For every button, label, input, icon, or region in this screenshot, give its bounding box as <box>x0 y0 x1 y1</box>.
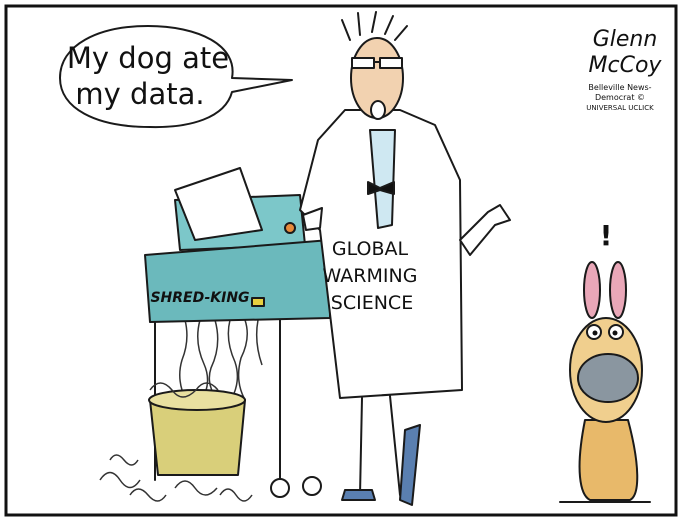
scientist: GLOBAL WARMING SCIENCE <box>299 11 511 506</box>
shreds <box>179 319 263 401</box>
dog: ! <box>559 219 651 503</box>
speech-line: My dog ate <box>67 41 229 75</box>
exclamation: ! <box>600 219 613 252</box>
coat-line: SCIENCE <box>331 292 413 314</box>
signature-line: Belleville News- <box>588 83 651 92</box>
signature: Glenn McCoy Belleville News- Democrat © … <box>586 27 662 112</box>
signature-line: McCoy <box>589 53 663 78</box>
waste-basket <box>148 389 246 476</box>
floor-shreds <box>99 382 253 502</box>
signature-line: UNIVERSAL UCLICK <box>586 104 654 112</box>
speech-line: my data. <box>75 77 204 111</box>
signature-line: Glenn <box>593 27 658 52</box>
coat-line: GLOBAL <box>332 238 409 260</box>
shredder-brand: SHRED-KING <box>150 290 249 306</box>
speech-bubble: My dog ate my data. <box>59 25 293 129</box>
signature-line: Democrat © <box>595 93 645 102</box>
coat-line: WARMING <box>323 265 418 287</box>
